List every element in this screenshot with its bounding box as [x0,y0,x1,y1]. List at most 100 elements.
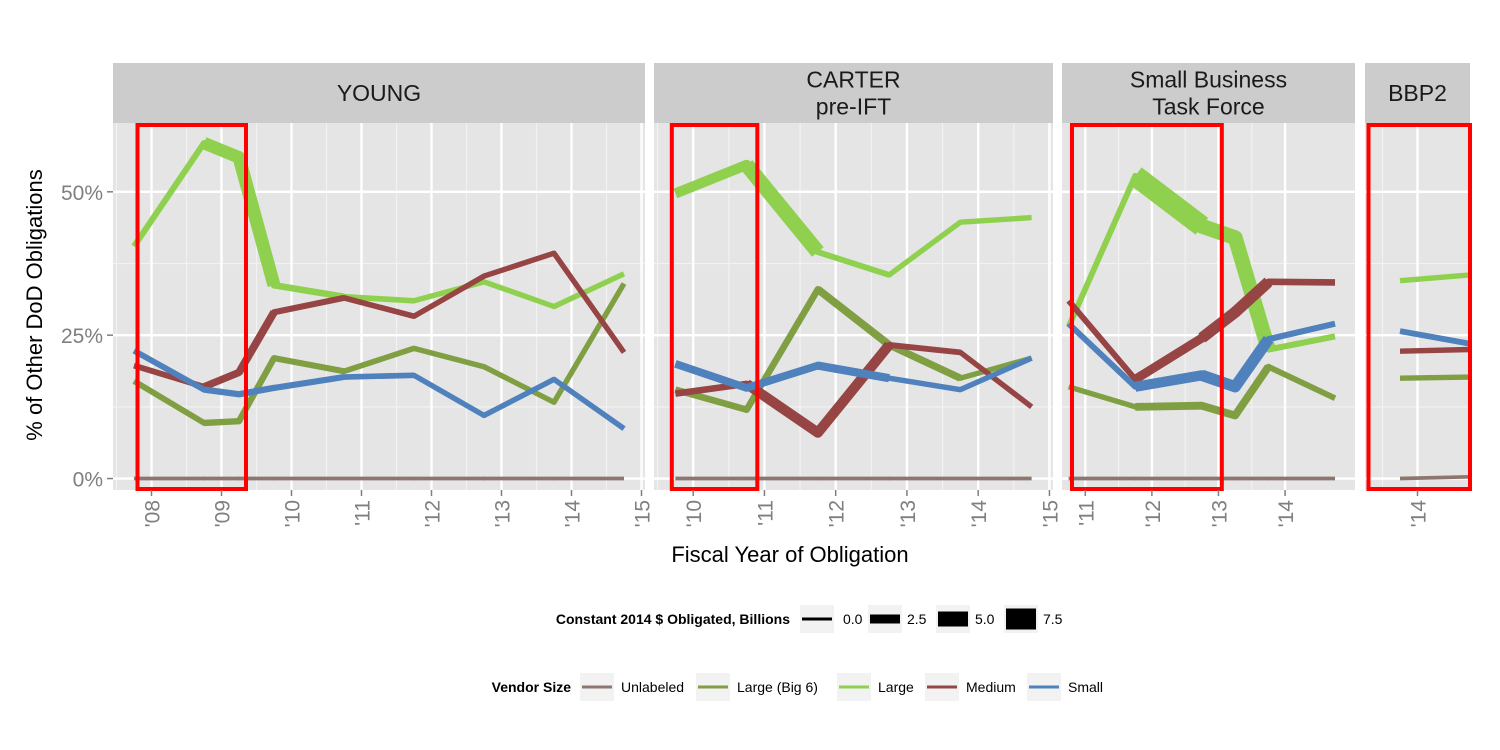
line-segment [1399,272,1470,284]
line-segment [483,250,555,279]
data-point [741,159,752,170]
data-point [814,249,821,255]
x-tick-label: '10 [282,500,305,527]
y-tick-label: 50% [61,182,103,205]
width-legend-label: 7.5 [1043,611,1063,627]
line-segment [343,295,415,319]
panel-background [1062,123,1355,490]
line-segment [1231,364,1272,418]
data-point [341,368,347,375]
series-medium [1399,346,1470,354]
data-point [481,364,487,370]
series-medium [1066,277,1336,384]
x-tick-label: '14 [562,500,585,528]
line-segment [343,372,415,380]
line-segment [482,364,556,405]
line-segment [552,271,626,309]
line-segment [551,282,627,404]
line-segment [131,141,207,249]
data-point [341,295,347,301]
line-segment [1198,307,1239,343]
line-segment [482,376,556,418]
facet-strip-label: pre-IFT [816,94,891,120]
x-tick-label: '11 [1075,500,1098,526]
series-large-big-6 [1067,363,1337,420]
line-segment [273,282,345,301]
data-point [1133,476,1138,481]
data-point [958,476,963,481]
line-segment [958,350,1034,409]
x-tick-label: '14 [1275,500,1298,528]
x-tick-label: '15 [632,500,655,527]
width-legend-label: 2.5 [907,611,927,627]
line-segment [816,249,891,278]
facet-strip [113,63,645,123]
facet-strip-label: YOUNG [337,80,421,106]
line-segment [1199,369,1237,393]
data-point [1266,476,1271,481]
x-tick-label: '08 [142,500,165,527]
line-segment [412,273,486,319]
line-segment [202,369,241,391]
x-tick-label: '12 [422,500,445,527]
line-segment [1268,278,1336,286]
data-point [957,219,964,225]
highlight-box [135,123,248,491]
line-segment [888,375,961,393]
color-legend-label: Small [1068,679,1103,695]
line-segment [1267,364,1337,401]
data-point [887,476,891,481]
line-segment [343,293,415,304]
data-point [341,374,347,380]
x-axis-title: Fiscal Year of Obligation [671,542,908,567]
series-unlabeled [1399,474,1470,481]
data-point [1132,404,1138,410]
series-unlabeled [1068,476,1336,481]
line-segment [817,361,890,383]
line-segment [959,355,1033,393]
color-legend-label: Large (Big 6) [737,679,818,695]
line-segment [1066,321,1138,389]
line-segment [483,279,555,310]
line-segment [132,348,206,393]
panel-background [654,123,1053,490]
x-tick-label: '15 [1039,500,1062,527]
data-point [957,349,964,356]
data-point [270,309,278,316]
data-point [412,476,416,481]
data-point [1229,381,1241,393]
data-point [814,285,822,293]
line-segment [888,341,961,356]
line-segment [1230,335,1274,391]
line-segment [887,220,962,278]
data-point [1229,306,1241,318]
series-small [1399,328,1470,347]
data-point [743,406,750,414]
line-segment [1267,320,1336,343]
data-point [200,140,208,147]
facet-strip [1365,63,1470,123]
line-segment [273,355,345,375]
series-small [132,348,626,431]
series-unlabeled [675,476,1032,481]
data-point [411,298,417,304]
data-point [481,279,487,285]
width-legend-title: Constant 2014 $ Obligated, Billions [556,611,790,627]
line-segment [273,374,345,391]
data-point [235,418,243,425]
line-segment [1066,298,1138,382]
data-point [270,281,278,289]
data-point [1197,333,1207,343]
data-point [482,476,486,481]
highlight-box [1069,123,1224,491]
data-point [886,341,893,348]
line-segment [674,360,748,392]
data-point [1197,401,1206,410]
data-point [1265,278,1272,286]
data-point [235,368,243,377]
facet-strip-label: CARTER [806,67,900,93]
data-point [232,151,246,164]
x-tick-label: '11 [352,500,375,526]
facet-strip-label: Task Force [1152,94,1264,120]
